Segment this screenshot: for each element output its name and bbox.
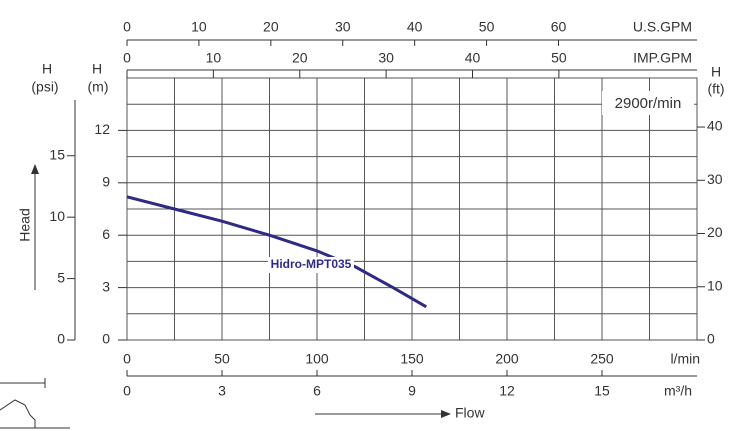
axis-label: U.S.GPM (633, 19, 692, 35)
x-tick-label: 250 (590, 351, 614, 367)
axis-unit: (psi) (31, 79, 58, 95)
x-tick-label: 100 (305, 351, 329, 367)
y-tick-label: 40 (707, 118, 723, 134)
y-tick-label: 20 (707, 224, 723, 240)
x-tick-label: 10 (191, 19, 207, 35)
y-unit: (m) (88, 79, 109, 95)
axis-label: m³/h (664, 383, 692, 399)
x-tick-label: 12 (499, 383, 515, 399)
y-tick-label: 9 (102, 174, 110, 190)
x-tick-label: 3 (218, 383, 226, 399)
y-tick-label: 5 (57, 269, 65, 285)
y-label: H (92, 61, 102, 77)
x-tick-label: 50 (479, 19, 495, 35)
y-tick-label: 6 (102, 226, 110, 242)
series-line (126, 195, 428, 309)
annotation-bg (602, 91, 694, 115)
series-label-bg (268, 257, 354, 273)
x-tick-label: 20 (263, 19, 279, 35)
x-tick-label: 50 (551, 50, 567, 66)
y-title: Head (17, 208, 33, 241)
x-tick-label: 20 (292, 50, 308, 66)
y-tick-label: 15 (49, 146, 65, 162)
x-tick-label: 9 (408, 383, 416, 399)
y-tick-label: 3 (102, 278, 110, 294)
axis-label: H (711, 64, 721, 80)
x-tick-label: 0 (123, 383, 131, 399)
x-label: l/min (670, 351, 700, 367)
x-tick-label: 40 (465, 50, 481, 66)
y-tick-label: 0 (57, 331, 65, 347)
series-label: Hidro-MPT035 (271, 257, 352, 271)
x-tick-label: 0 (123, 50, 131, 66)
x-tick-label: 15 (594, 383, 610, 399)
axis-label: H (42, 61, 52, 77)
x-tick-label: 0 (123, 351, 131, 367)
x-tick-label: 10 (206, 50, 222, 66)
x-title: Flow (455, 405, 485, 421)
y-tick-label: 0 (102, 331, 110, 347)
x-tick-label: 6 (313, 383, 321, 399)
y-tick-label: 10 (49, 208, 65, 224)
y-tick-label: 30 (707, 171, 723, 187)
annotation: 2900r/min (615, 95, 682, 112)
x-tick-label: 50 (214, 351, 230, 367)
x-tick-label: 30 (335, 19, 351, 35)
x-tick-label: 30 (378, 50, 394, 66)
axis-unit: (ft) (707, 81, 724, 97)
axis-label: IMP.GPM (633, 50, 692, 66)
x-tick-label: 40 (407, 19, 423, 35)
x-tick-label: 0 (123, 19, 131, 35)
y-tick-label: 10 (707, 277, 723, 293)
y-tick-label: 0 (707, 331, 715, 347)
x-tick-label: 200 (495, 351, 519, 367)
pump-icon (0, 378, 70, 429)
x-tick-label: 150 (400, 351, 424, 367)
y-tick-label: 12 (94, 121, 110, 137)
x-tick-label: 60 (551, 19, 567, 35)
